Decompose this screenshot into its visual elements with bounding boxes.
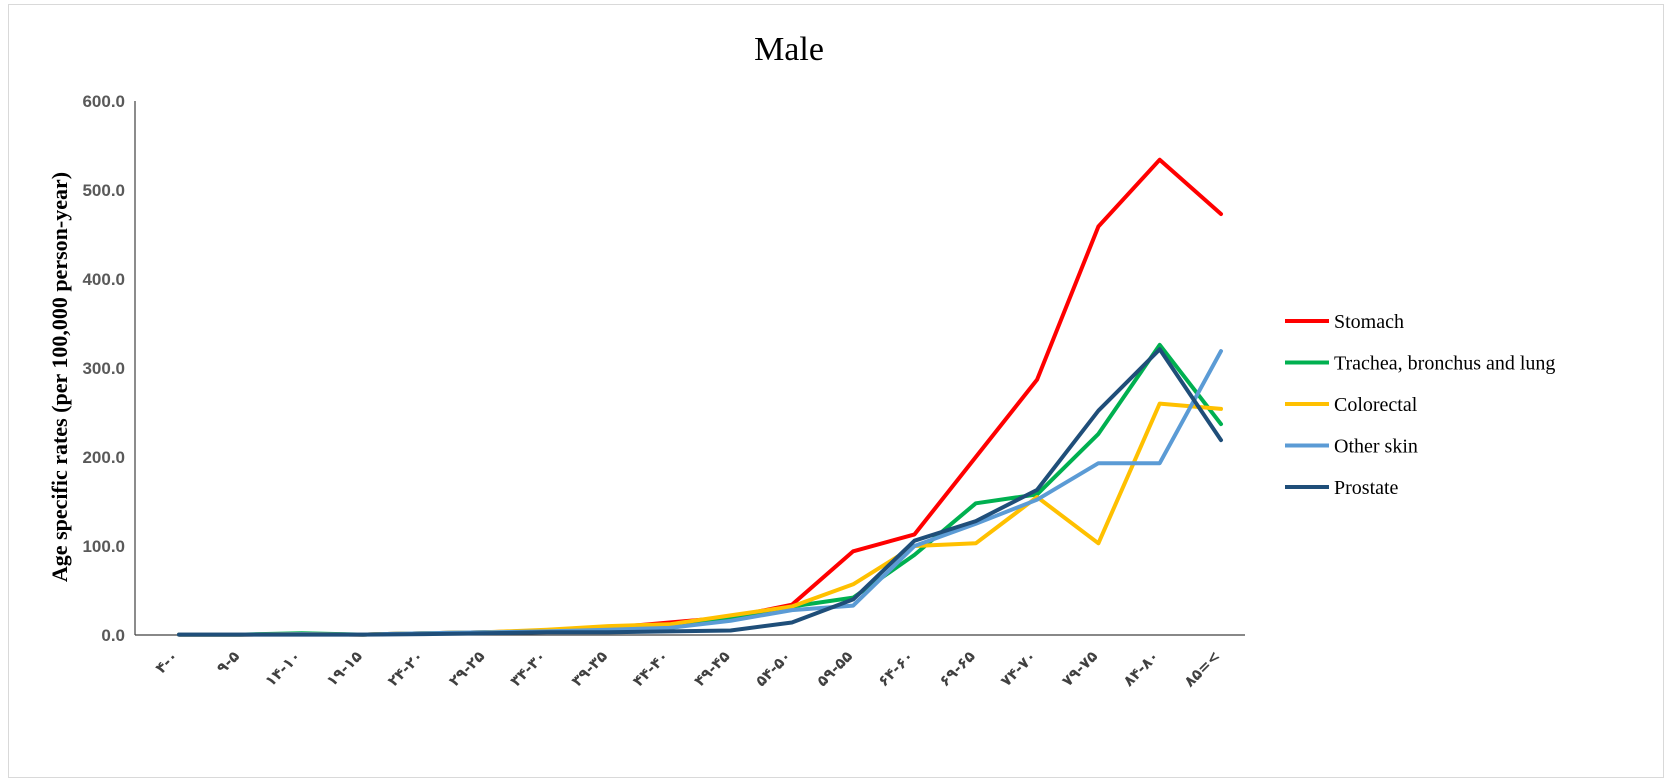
y-tick-label: 100.0	[82, 537, 125, 556]
y-tick-label: 400.0	[82, 270, 125, 289]
y-tick-label: 0.0	[101, 626, 125, 645]
x-tick-label: ۴۴-۴۰	[629, 647, 672, 690]
series-line-stomach	[177, 157, 1223, 637]
x-tick-label: ۵۴-۵۰	[752, 647, 795, 690]
x-tick-label: ۷۹-۷۵	[1058, 647, 1101, 690]
y-tick-label: 500.0	[82, 181, 125, 200]
y-tick-label: 300.0	[82, 359, 125, 378]
x-tick-label: ۶۴-۶۰	[874, 647, 917, 690]
chart-frame: Male Age specific rates (per 100,000 per…	[8, 4, 1664, 778]
y-axis-ticks: 0.0 100.0 200.0 300.0 400.0 500.0 600.0	[82, 92, 125, 645]
x-axis-ticks: ۴-۰ ۹-۵ ۱۴-۱۰ ۱۹-۱۵ ۲۴-۲۰ ۲۹-۲۵ ۳۴-۳۰ ۳۹-۳۵ ۴۴-۴…	[152, 647, 1224, 690]
legend-label: Trachea, bronchus and lung	[1334, 353, 1555, 375]
x-tick-label: ۳۴-۳۰	[507, 647, 550, 690]
y-tick-label: 600.0	[82, 92, 125, 111]
x-tick-label: ۷۴-۷۰	[997, 647, 1040, 690]
x-tick-label: ۸۴-۸۰	[1120, 647, 1163, 690]
series-line-other-skin	[177, 349, 1223, 637]
x-tick-label: ۱۴-۱۰	[261, 647, 304, 690]
x-tick-label: ۸۵=<	[1180, 647, 1223, 690]
y-tick-label: 200.0	[82, 448, 125, 467]
x-tick-label: ۴۹-۴۵	[690, 647, 733, 690]
x-tick-label: ۹-۵	[213, 647, 243, 677]
line-chart: Male Age specific rates (per 100,000 per…	[47, 31, 1555, 691]
y-axis-label: Age specific rates (per 100,000 person-y…	[47, 172, 72, 582]
legend: Stomach Trachea, bronchus and lung Colorec…	[1285, 311, 1555, 499]
x-tick-label: ۳۹-۳۵	[568, 647, 611, 690]
chart-title: Male	[754, 31, 824, 68]
legend-label: Prostate	[1334, 477, 1399, 499]
x-tick-label: ۵۹-۵۵	[813, 647, 856, 690]
x-tick-label: ۲۹-۲۵	[445, 647, 488, 690]
legend-label: Other skin	[1334, 436, 1418, 458]
legend-label: Colorectal	[1334, 394, 1418, 416]
x-tick-label: ۶۹-۶۵	[936, 647, 979, 690]
legend-label: Stomach	[1334, 311, 1404, 333]
series-line-trachea-bronchus-and-lung	[177, 342, 1223, 637]
series-line-colorectal	[177, 401, 1223, 637]
x-tick-label: ۱۹-۱۵	[323, 647, 366, 690]
x-tick-label: ۴-۰	[152, 647, 182, 677]
x-tick-label: ۲۴-۲۰	[384, 647, 427, 690]
series-line-prostate	[177, 347, 1223, 637]
series-lines	[177, 157, 1223, 637]
